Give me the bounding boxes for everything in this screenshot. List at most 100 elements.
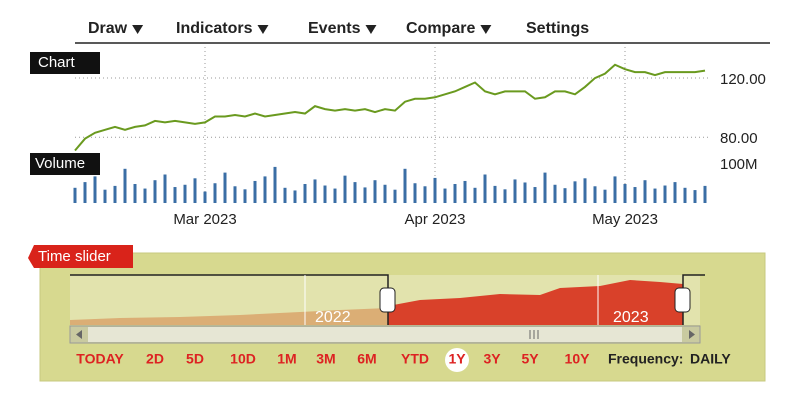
volume-tick-label: 100M: [720, 156, 758, 173]
volume-bar: [83, 182, 87, 203]
menu-item[interactable]: Events: [308, 20, 361, 37]
selected-area[interactable]: [388, 280, 683, 325]
volume-bar: [643, 180, 647, 203]
volume-bar: [163, 174, 167, 203]
volume-bar: [593, 186, 597, 203]
dropdown-arrow: [365, 25, 377, 34]
volume-bar: [253, 180, 257, 203]
range-button[interactable]: 10Y: [565, 351, 591, 367]
volume-bar: [153, 180, 157, 203]
volume-bar: [313, 179, 317, 203]
volume-bar: [343, 175, 347, 203]
price-line: [74, 63, 706, 152]
volume-bar: [173, 187, 177, 203]
scroll-thumb[interactable]: [88, 327, 682, 342]
range-button[interactable]: 6M: [357, 351, 376, 367]
past-area: [70, 308, 388, 325]
range-button[interactable]: 2D: [146, 351, 164, 367]
volume-bar: [333, 188, 337, 203]
volume-bar: [683, 187, 687, 203]
slider-tab: [28, 245, 133, 268]
slider-label: Time slider: [38, 248, 111, 265]
range-button[interactable]: TODAY: [76, 351, 124, 367]
volume-bar: [553, 184, 557, 203]
volume-bar: [373, 180, 377, 203]
volume-bar: [583, 178, 587, 203]
volume-bar: [573, 181, 577, 203]
volume-bar: [393, 189, 397, 203]
volume-bar: [503, 189, 507, 203]
volume-bar: [193, 178, 197, 203]
volume-bar: [183, 184, 187, 203]
slider-handle[interactable]: [674, 287, 691, 313]
range-button[interactable]: 10D: [230, 351, 256, 367]
x-tick-label: Mar 2023: [173, 211, 236, 228]
range-button[interactable]: YTD: [401, 351, 429, 367]
volume-bar: [453, 184, 457, 203]
volume-bar: [263, 176, 267, 203]
range-button[interactable]: 1M: [277, 351, 296, 367]
volume-bar: [633, 187, 637, 203]
range-button[interactable]: 3Y: [483, 351, 501, 367]
dropdown-arrow: [132, 25, 144, 34]
volume-bar: [513, 179, 517, 203]
volume-bar: [213, 183, 217, 203]
chart-tag: [30, 52, 100, 74]
volume-bar: [403, 168, 407, 203]
scroll-grip: [529, 330, 539, 339]
range-button[interactable]: 1Y: [448, 351, 466, 367]
volume-bar: [363, 187, 367, 203]
dropdown-arrow: [257, 25, 269, 34]
volume-bar: [233, 186, 237, 203]
volume-tag: [30, 153, 100, 175]
menu-item[interactable]: Indicators: [176, 20, 253, 37]
volume-bar: [543, 172, 547, 203]
volume-bar: [493, 185, 497, 203]
year-label: 2023: [613, 309, 649, 326]
volume-bar: [293, 190, 297, 203]
menu-item[interactable]: Compare: [406, 20, 475, 37]
volume-bar: [423, 186, 427, 203]
volume-bar: [93, 176, 97, 203]
volume-bar: [203, 191, 207, 203]
y-tick-label: 80.00: [720, 130, 758, 147]
volume-bar: [603, 189, 607, 203]
menu-item[interactable]: Draw: [88, 20, 128, 37]
volume-bar: [113, 185, 117, 203]
volume-bar: [123, 168, 127, 203]
volume-bar: [273, 166, 277, 203]
volume-bar: [223, 172, 227, 203]
menu-item[interactable]: Settings: [526, 20, 589, 37]
frequency-label: Frequency:: [608, 351, 683, 367]
volume-bar: [563, 188, 567, 203]
volume-bar: [323, 185, 327, 203]
volume-bar: [303, 184, 307, 203]
volume-bar: [533, 187, 537, 203]
volume-bar: [383, 184, 387, 203]
volume-bar: [613, 176, 617, 203]
volume-bar: [663, 185, 667, 203]
volume-bar: [103, 189, 107, 203]
volume-label: Volume: [35, 155, 85, 172]
volume-bar: [653, 188, 657, 203]
range-button[interactable]: 3M: [316, 351, 335, 367]
volume-bar: [673, 182, 677, 203]
volume-bar: [473, 187, 477, 203]
frequency-value[interactable]: DAILY: [690, 351, 731, 367]
volume-bar: [243, 189, 247, 203]
x-tick-label: Apr 2023: [405, 211, 466, 228]
range-button[interactable]: 5Y: [521, 351, 539, 367]
y-tick-label: 120.00: [720, 71, 766, 88]
x-tick-label: May 2023: [592, 211, 658, 228]
volume-bar: [693, 190, 697, 203]
volume-bar: [483, 174, 487, 203]
volume-bar: [143, 188, 147, 203]
volume-bar: [703, 185, 707, 203]
volume-bar: [433, 177, 437, 203]
range-button[interactable]: 5D: [186, 351, 204, 367]
volume-bar: [623, 184, 627, 203]
slider-handle[interactable]: [379, 287, 396, 313]
selected-range: [445, 348, 469, 372]
year-label: 2022: [315, 309, 351, 326]
